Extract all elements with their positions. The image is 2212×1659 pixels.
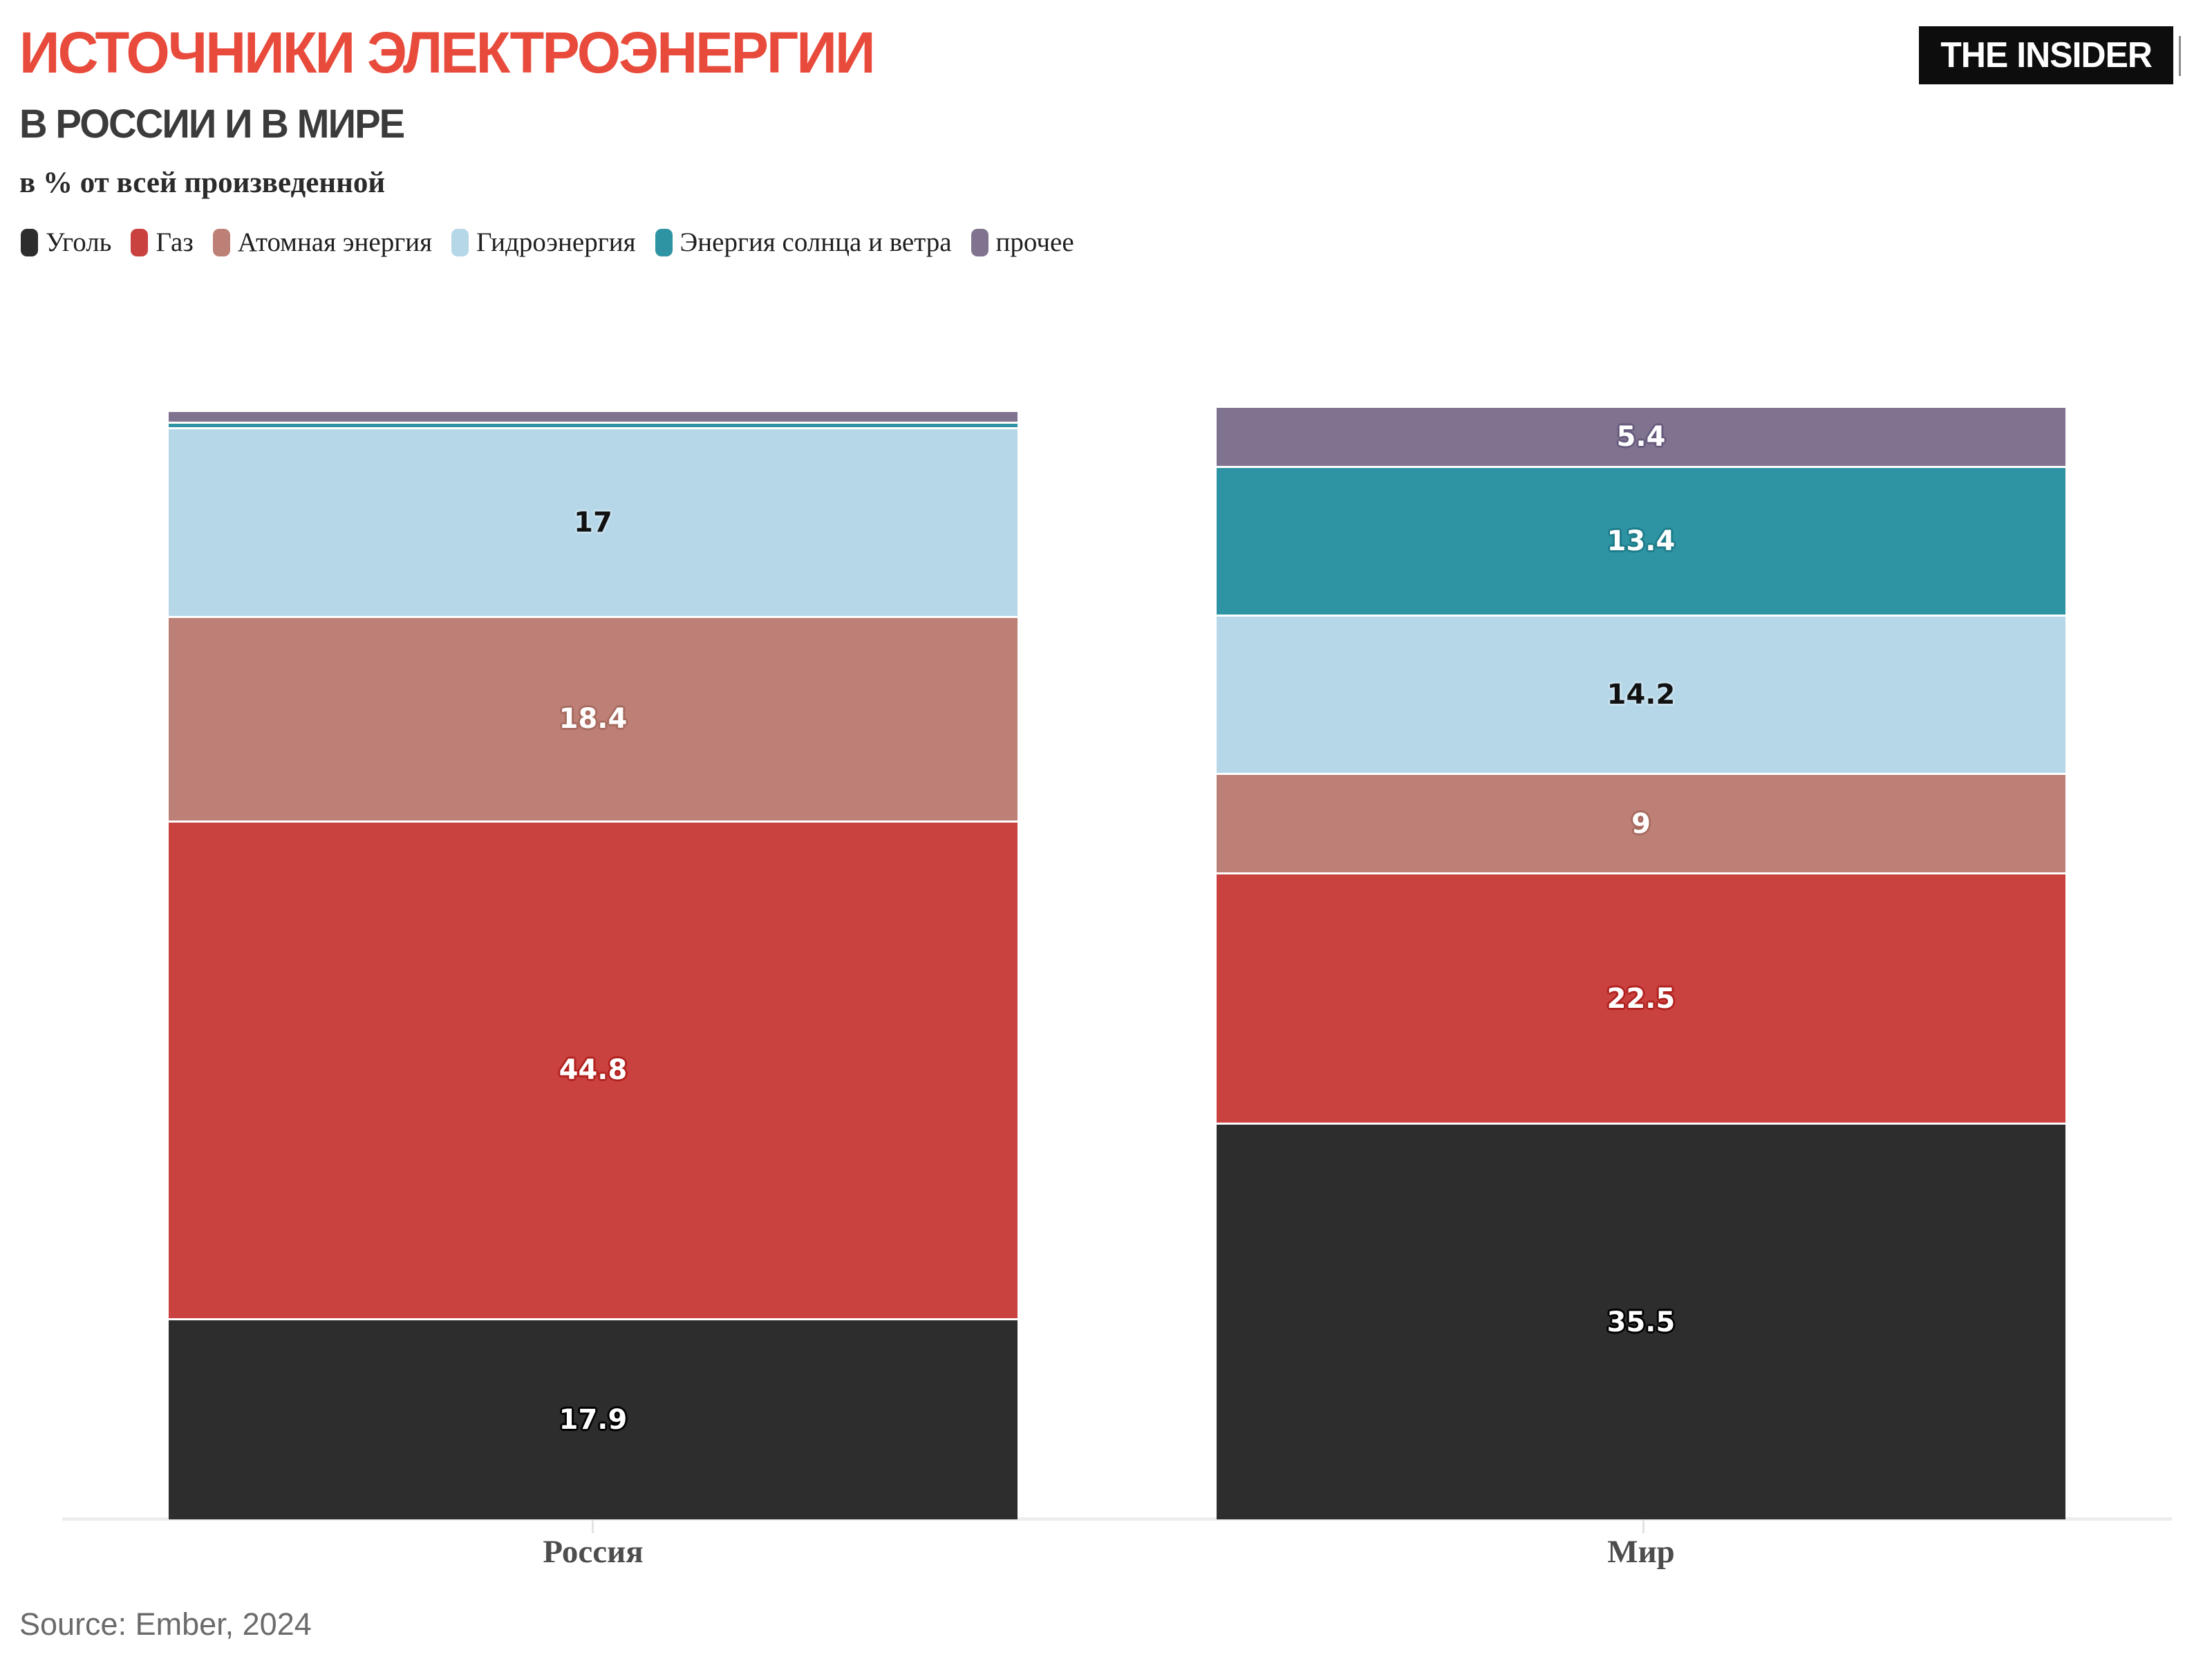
legend-label: Уголь (46, 227, 112, 257)
legend-swatch-icon (655, 228, 673, 256)
axis-tick-world (1642, 1519, 1644, 1533)
segment-value-label: 5.4 (1616, 420, 1666, 453)
logo-cursor-mark (2179, 36, 2181, 76)
segment-value-label: 44.8 (559, 1054, 628, 1087)
bar-segment: 44.8 (169, 822, 1018, 1321)
category-label-russia: Россия (543, 1534, 644, 1570)
chart-legend: Уголь Газ Атомная энергия Гидроэнергия Энерг… (21, 227, 1074, 258)
legend-swatch-icon (451, 228, 469, 256)
axis-tick-russia (592, 1519, 594, 1533)
segment-value-label: 35.5 (1606, 1306, 1676, 1338)
legend-item: Энергия солнца и ветра (655, 227, 952, 258)
bar-segment: 14.2 (1217, 617, 2065, 775)
legend-item: Атомная энергия (212, 227, 433, 258)
segment-value-label: 14.2 (1606, 678, 1676, 711)
legend-swatch-icon (212, 228, 230, 256)
stacked-bar-russia: 17 18.4 44.8 17.9 (169, 412, 1018, 1519)
legend-item: Гидроэнергия (451, 227, 636, 258)
segment-value-label: 22.5 (1606, 982, 1676, 1015)
bar-segment (169, 423, 1018, 429)
legend-item: Уголь (21, 227, 111, 258)
legend-label: прочее (995, 227, 1074, 257)
page-title: ИСТОЧНИКИ ЭЛЕКТРОЭНЕРГИИ (19, 20, 876, 85)
x-axis-line (62, 1517, 2172, 1521)
segment-value-label: 17.9 (559, 1404, 628, 1436)
units-note: в % от всей произведенной (19, 167, 386, 199)
bar-segment: 35.5 (1217, 1125, 2065, 1519)
bar-segment: 5.4 (1217, 408, 2065, 468)
legend-swatch-icon (971, 228, 988, 256)
bar-segment: 17.9 (169, 1320, 1018, 1519)
category-label-world: Мир (1607, 1534, 1675, 1570)
segment-value-label: 9 (1631, 807, 1651, 840)
bar-segment: 18.4 (169, 617, 1018, 823)
bar-segment: 17 (169, 429, 1018, 618)
legend-label: Газ (156, 227, 194, 257)
legend-label: Атомная энергия (237, 227, 433, 257)
legend-item: Газ (131, 227, 194, 258)
segment-value-label: 17 (574, 506, 612, 538)
stacked-bar-world: 5.4 13.4 14.2 9 22.5 35.5 (1217, 408, 2065, 1519)
bar-segment: 9 (1217, 774, 2065, 875)
legend-label: Энергия солнца и ветра (679, 227, 952, 257)
segment-value-label: 18.4 (559, 703, 628, 735)
segment-value-label: 13.4 (1606, 525, 1676, 558)
legend-item: прочее (971, 227, 1074, 258)
legend-swatch-icon (131, 228, 149, 256)
page-subtitle: В РОССИИ И В МИРЕ (19, 102, 405, 147)
the-insider-logo: THE INSIDER (1919, 26, 2173, 84)
the-insider-logo-text: THE INSIDER (1940, 35, 2153, 75)
bar-segment (169, 412, 1018, 424)
bar-segment: 22.5 (1217, 874, 2065, 1125)
bar-segment: 13.4 (1217, 467, 2065, 617)
legend-swatch-icon (21, 228, 38, 256)
legend-label: Гидроэнергия (476, 227, 636, 257)
source-credit: Source: Ember, 2024 (19, 1606, 312, 1642)
